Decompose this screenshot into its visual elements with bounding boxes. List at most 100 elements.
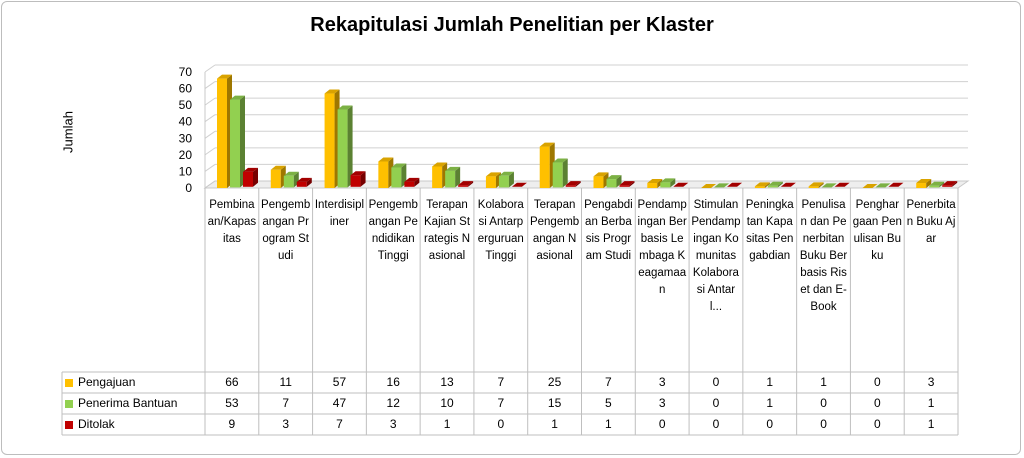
bar-top <box>808 182 824 187</box>
bar-front <box>606 179 617 188</box>
bar-front <box>485 176 496 188</box>
x-tick-label: Interdisipliner <box>314 199 365 228</box>
bar-side <box>764 182 770 188</box>
data-label: 1 <box>927 396 935 410</box>
bar-side <box>670 178 676 188</box>
bar-side <box>818 182 824 188</box>
bar <box>432 162 448 188</box>
x-tick-label: Penulisan dan Penerbitan Buku Berbasis R… <box>799 199 848 313</box>
chart-title: Rekapitulasi Jumlah Penelitian per Klast… <box>310 14 714 36</box>
bar-top <box>217 74 232 79</box>
bar-top <box>337 105 353 110</box>
bar <box>498 171 514 188</box>
bar-top <box>270 165 286 170</box>
bar <box>404 177 420 187</box>
bar-front <box>929 185 940 188</box>
bar-front <box>296 181 307 187</box>
bar-top <box>834 182 850 187</box>
bar <box>593 172 609 188</box>
bar <box>378 157 394 188</box>
bar-top <box>445 166 461 171</box>
bar-front <box>539 146 550 188</box>
bar <box>701 184 717 188</box>
legend-swatch <box>65 421 73 429</box>
bar-top <box>283 171 299 176</box>
x-tick-label: Pendampingan Berbasis Lembaga Keagamaan <box>637 199 687 296</box>
bar-front <box>324 93 335 188</box>
bar-side <box>562 158 568 188</box>
data-label: 1 <box>605 417 612 431</box>
data-label: 0 <box>873 396 881 410</box>
bar-front <box>660 182 671 188</box>
x-tick-label: Penerbitan Buku Ajar <box>906 199 956 245</box>
legend-entry: Ditolak <box>78 417 115 431</box>
bar <box>337 105 353 188</box>
data-label: 3 <box>389 417 397 431</box>
data-label: 15 <box>547 396 562 410</box>
bar-side <box>629 181 635 187</box>
data-label: 3 <box>282 417 290 431</box>
bar-front <box>230 99 240 188</box>
bar-front <box>445 170 456 188</box>
y-tick-label: 40 <box>179 115 193 129</box>
gridline-depth <box>204 164 216 172</box>
data-label: 0 <box>873 375 881 389</box>
bar <box>511 182 527 187</box>
bar-side <box>508 171 514 188</box>
bar-front <box>619 185 630 187</box>
bar-top <box>606 175 622 180</box>
bar <box>230 95 245 188</box>
bar-front <box>243 171 253 187</box>
bar <box>754 182 770 188</box>
bar-front <box>337 109 348 188</box>
gridline-depth <box>204 114 216 123</box>
x-tick-label: Pengembangan Program Studi <box>261 199 311 262</box>
bar-top <box>767 181 783 186</box>
bar-side <box>455 166 461 188</box>
bar <box>916 179 932 188</box>
data-label: 0 <box>658 417 666 431</box>
data-label: 1 <box>820 375 827 389</box>
bar <box>445 166 461 188</box>
bar <box>217 74 232 188</box>
bar-side <box>952 181 958 187</box>
data-label: 0 <box>712 417 720 431</box>
bar <box>942 181 958 187</box>
bar-front <box>498 175 509 188</box>
bar-front <box>647 183 658 188</box>
bar-front <box>404 181 415 187</box>
bar-side <box>939 181 945 188</box>
bar-top <box>780 182 796 187</box>
bar-front <box>217 78 227 188</box>
bar-front <box>283 175 294 188</box>
bar <box>727 182 743 187</box>
y-tick-label: 0 <box>185 181 192 195</box>
data-label: 11 <box>279 375 292 389</box>
y-tick-label: 20 <box>179 148 193 162</box>
data-label: 7 <box>605 375 612 389</box>
bar-front <box>767 185 778 188</box>
bar-top <box>660 178 676 183</box>
y-tick-label: 70 <box>179 65 193 79</box>
bar <box>296 177 312 187</box>
bar-top <box>593 172 609 177</box>
data-label: 12 <box>386 396 400 410</box>
bar-top <box>432 162 448 167</box>
bar-side <box>926 179 932 188</box>
data-label: 47 <box>332 396 347 410</box>
y-tick-label: 50 <box>179 98 193 112</box>
data-label: 0 <box>712 396 720 410</box>
bar-top <box>916 179 932 184</box>
x-tick-label: Pengembangan Pendidikan Tinggi <box>368 199 418 262</box>
data-label: 1 <box>927 417 935 431</box>
bar-front <box>378 161 389 188</box>
data-label: 7 <box>497 375 505 389</box>
bar-top <box>243 167 258 172</box>
bar <box>552 158 568 188</box>
y-tick-label: 30 <box>179 131 193 145</box>
bar <box>808 182 824 188</box>
bar <box>270 165 286 188</box>
x-tick-label: Stimulan Pendampingan Komunitas Kolabora… <box>691 199 741 313</box>
data-label: 5 <box>605 396 612 410</box>
